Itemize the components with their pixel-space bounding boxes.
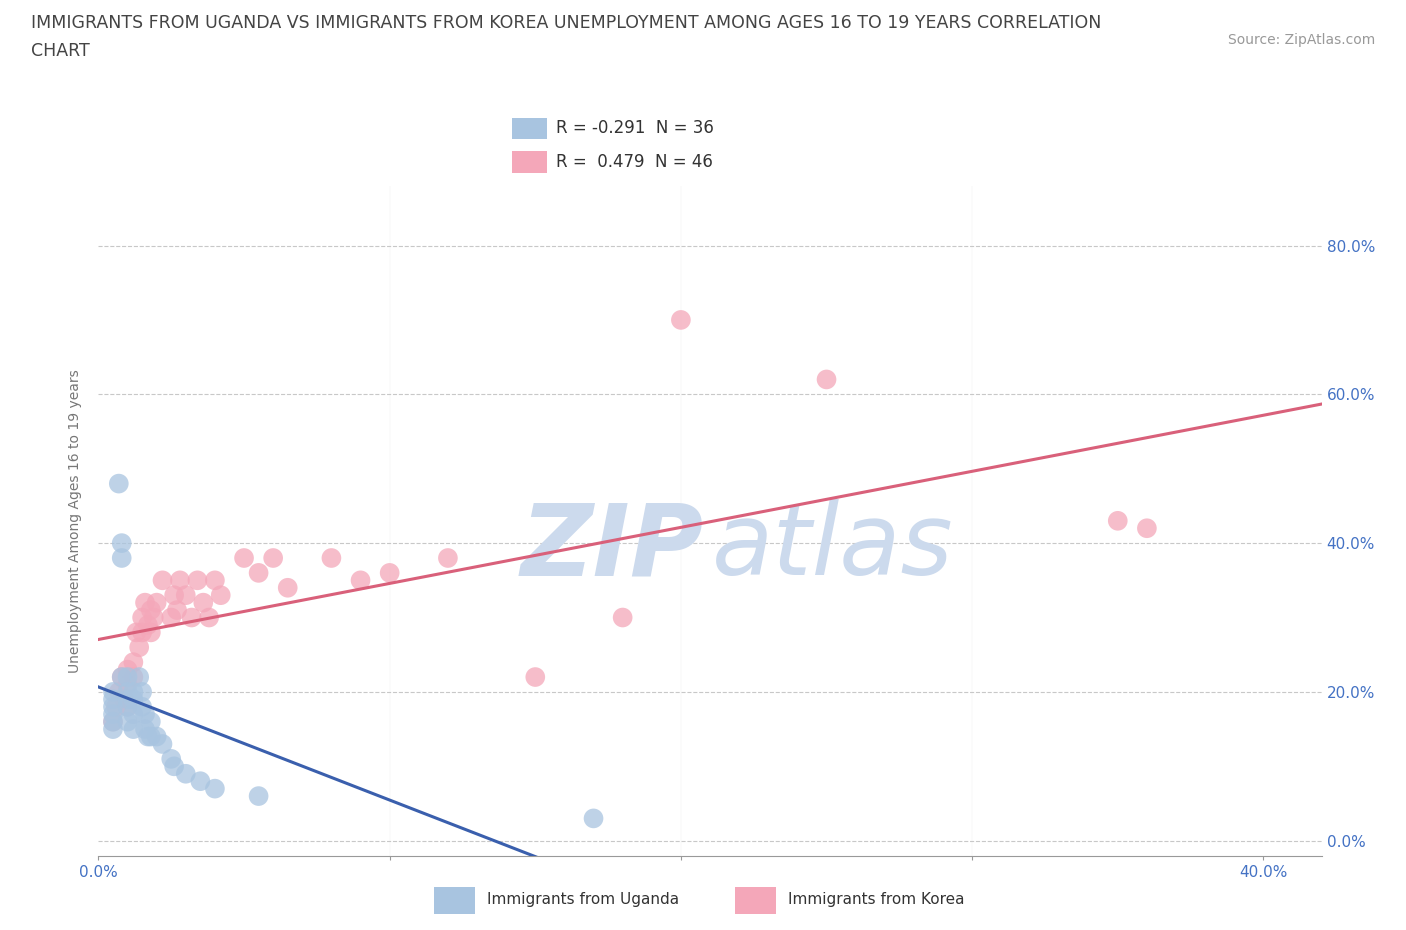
FancyBboxPatch shape [512,151,547,173]
Point [437,551,460,565]
Point [247,565,270,580]
Point [160,610,183,625]
Point [139,625,162,640]
Point [166,603,188,618]
Point [163,759,186,774]
Text: ZIP: ZIP [520,499,703,596]
Point [204,573,226,588]
Point [136,618,159,632]
Point [145,729,167,744]
Text: Immigrants from Uganda: Immigrants from Uganda [486,892,679,908]
Point [262,551,284,565]
Point [117,670,139,684]
Point [136,729,159,744]
Point [134,722,156,737]
Point [114,692,136,707]
Point [117,714,139,729]
Point [122,670,145,684]
Text: Immigrants from Korea: Immigrants from Korea [787,892,965,908]
Point [139,729,162,744]
Point [122,684,145,699]
Point [198,610,221,625]
Point [128,640,150,655]
Point [101,714,124,729]
Point [131,625,153,640]
Point [815,372,838,387]
Point [188,774,212,789]
Point [108,684,131,699]
Point [160,751,183,766]
Point [117,662,139,677]
Point [122,707,145,722]
Point [378,565,401,580]
Point [117,677,139,692]
Point [180,610,202,625]
Point [186,573,208,588]
Point [128,670,150,684]
Text: atlas: atlas [711,499,953,596]
Point [582,811,605,826]
Point [524,670,547,684]
Y-axis label: Unemployment Among Ages 16 to 19 years: Unemployment Among Ages 16 to 19 years [69,369,83,672]
Point [101,684,124,699]
FancyBboxPatch shape [512,117,547,140]
Point [117,699,139,714]
Point [131,610,153,625]
Point [122,722,145,737]
Point [209,588,232,603]
Point [169,573,191,588]
Point [193,595,215,610]
FancyBboxPatch shape [433,887,475,914]
Point [111,551,134,565]
FancyBboxPatch shape [735,887,776,914]
Point [163,588,186,603]
Point [233,551,256,565]
Point [117,699,139,714]
Point [122,655,145,670]
Point [174,588,197,603]
Point [1136,521,1159,536]
Point [101,699,124,714]
Point [277,580,299,595]
Point [145,595,167,610]
Point [117,684,139,699]
Text: R =  0.479  N = 46: R = 0.479 N = 46 [557,153,713,171]
Point [142,610,165,625]
Point [321,551,343,565]
Point [131,684,153,699]
Point [139,714,162,729]
Point [174,766,197,781]
Text: Source: ZipAtlas.com: Source: ZipAtlas.com [1227,33,1375,46]
Text: IMMIGRANTS FROM UGANDA VS IMMIGRANTS FROM KOREA UNEMPLOYMENT AMONG AGES 16 TO 19: IMMIGRANTS FROM UGANDA VS IMMIGRANTS FRO… [31,14,1101,32]
Text: CHART: CHART [31,42,90,60]
Point [108,476,131,491]
Point [152,737,174,751]
Point [122,692,145,707]
Point [117,692,139,707]
Point [125,625,148,640]
Point [612,610,634,625]
Point [152,573,174,588]
Point [101,692,124,707]
Point [111,670,134,684]
Point [101,714,124,729]
Point [104,699,127,714]
Point [134,595,156,610]
Point [247,789,270,804]
Point [101,707,124,722]
Point [139,603,162,618]
Point [111,536,134,551]
Point [204,781,226,796]
Point [669,312,692,327]
Point [134,707,156,722]
Point [1107,513,1129,528]
Point [349,573,371,588]
Point [111,670,134,684]
Text: R = -0.291  N = 36: R = -0.291 N = 36 [557,119,714,138]
Point [131,699,153,714]
Point [101,722,124,737]
